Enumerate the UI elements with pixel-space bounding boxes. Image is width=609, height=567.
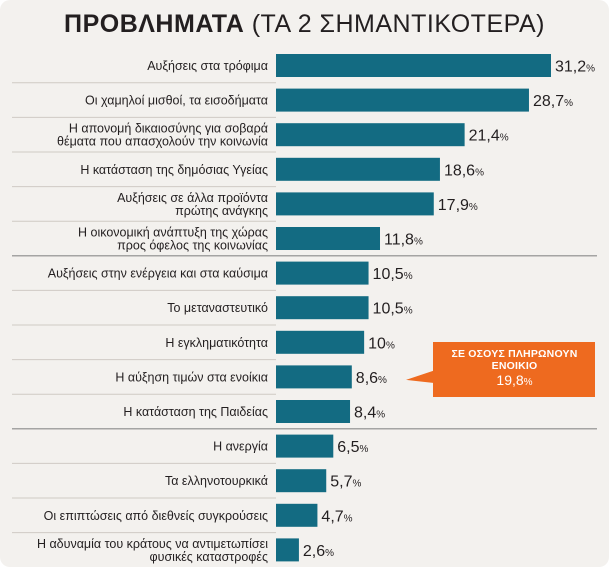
value-label: 4,7% <box>321 508 352 525</box>
bar <box>276 192 434 216</box>
value-label: 10,5% <box>373 266 413 283</box>
bar <box>276 54 551 77</box>
bar <box>276 400 351 423</box>
category-label: Η ανεργία <box>213 440 268 454</box>
callout-value: 19,8% <box>496 372 533 388</box>
category-label: Η απονομή δικαιοσύνης για σοβαρά θέματα π… <box>57 122 268 149</box>
value-label: 18,6% <box>444 162 484 179</box>
category-label: Η αδυναμία του κράτους να αντιμετωπίσει φ… <box>37 537 268 564</box>
value-label: 10% <box>368 335 395 352</box>
title-bold: ΠΡΟΒΛΗΜΑΤΑ <box>64 10 245 38</box>
category-label: Η κατάσταση της δημόσιας Υγείας <box>80 163 268 177</box>
category-label: Η αύξηση τιμών στα ενοίκια <box>115 370 268 384</box>
bar <box>276 88 529 112</box>
title-rest: (ΤΑ 2 ΣΗΜΑΝΤΙΚΟΤΕΡΑ) <box>251 10 545 38</box>
value-label: 21,4% <box>469 128 509 145</box>
category-label: Το μεταναστευτικό <box>167 301 268 315</box>
value-label: 2,6% <box>303 543 334 560</box>
value-label: 28,7% <box>533 93 573 110</box>
value-label: 8,4% <box>354 405 385 422</box>
category-label: Η οικονομική ανάπτυξη της χώρας προς όφελ… <box>78 226 268 253</box>
category-label: Οι χαμηλοί μισθοί, τα εισοδήματα <box>85 94 268 108</box>
bar <box>276 503 318 527</box>
bar <box>276 434 334 458</box>
bar <box>276 261 369 285</box>
value-label: 5,7% <box>330 474 361 491</box>
bar <box>276 296 369 320</box>
value-label: 31,2% <box>555 59 595 76</box>
category-label: Η κατάσταση της Παιδείας <box>123 405 268 419</box>
bar <box>276 469 327 493</box>
value-label: 11,8% <box>384 232 423 249</box>
bar <box>276 365 352 389</box>
rent-callout-text: ΣΕ ΟΣΟΥΣ ΠΛΗΡΩΝΟΥΝ ΕΝΟΙΚΙΟ 19,8% <box>436 348 593 391</box>
category-label: Οι επιπτώσεις από διεθνείς συγκρούσεις <box>44 509 268 523</box>
bar <box>276 123 465 147</box>
value-label: 8,6% <box>356 370 387 387</box>
bar <box>276 157 440 181</box>
value-label: 10,5% <box>373 301 413 318</box>
bar <box>276 227 381 250</box>
category-label: Αυξήσεις στα τρόφιμα <box>147 59 268 73</box>
bar <box>276 538 299 562</box>
bar <box>276 330 365 354</box>
callout-label: ΣΕ ΟΣΟΥΣ ΠΛΗΡΩΝΟΥΝ ΕΝΟΙΚΙΟ <box>451 348 578 372</box>
value-label: 17,9% <box>438 197 478 214</box>
category-label: Αυξήσεις στην ενέργεια και στα καύσιμα <box>48 267 268 281</box>
category-label: Αυξήσεις σε άλλα προϊόντα πρώτης ανάγκης <box>117 191 268 218</box>
category-label: Τα ελληνοτουρκικά <box>165 474 268 488</box>
value-label: 6,5% <box>337 439 368 456</box>
callout-box <box>406 342 595 397</box>
page-title: ΠΡΟΒΛΗΜΑΤΑ (ΤΑ 2 ΣΗΜΑΝΤΙΚΟΤΕΡΑ) <box>0 10 609 39</box>
category-label: Η εγκληματικότητα <box>165 336 268 350</box>
